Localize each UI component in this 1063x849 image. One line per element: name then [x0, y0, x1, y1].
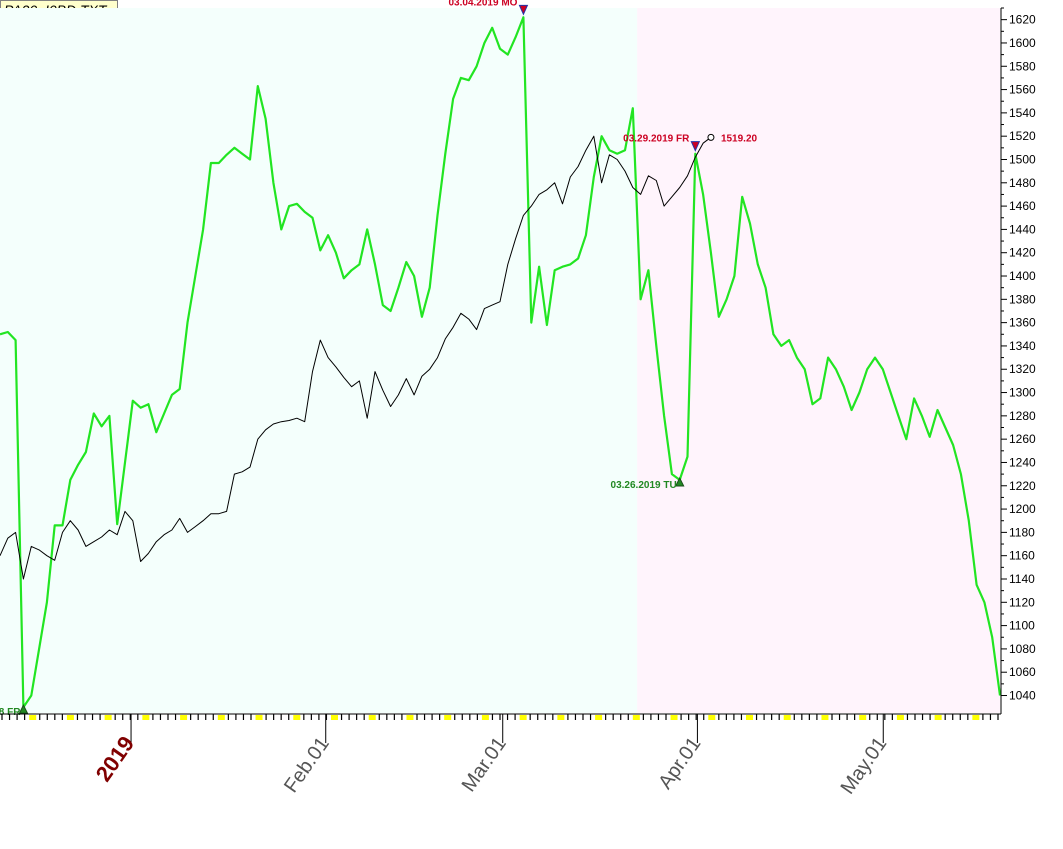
x-weekend-marker [255, 715, 263, 720]
y-tick-label: 1080 [1009, 642, 1036, 656]
x-year-label: 2019 [91, 732, 140, 786]
x-weekend-marker [29, 715, 37, 720]
y-tick-label: 1380 [1009, 292, 1036, 306]
y-tick-label: 1040 [1009, 689, 1036, 703]
low-annotation-label: 03.26.2019 TU [611, 480, 677, 491]
x-weekend-marker [670, 715, 678, 720]
x-weekend-marker [444, 715, 452, 720]
x-axis-labels: 2019 Feb.01 Mar.01 Apr.01 May.01 [91, 714, 892, 798]
y-axis[interactable]: 1040 1060 1080 1100 1120 1140 1160 1180 1200 1220… [1001, 7, 1036, 703]
x-weekend-marker [746, 715, 753, 720]
y-tick-label: 1360 [1009, 316, 1036, 330]
y-tick-label: 1440 [1009, 222, 1036, 236]
low-marker-icon [674, 476, 685, 487]
y-tick-label: 1220 [1009, 479, 1036, 493]
x-weekend-marker [180, 715, 188, 720]
x-weekend-marker [66, 715, 74, 720]
x-weekend-marker [708, 715, 716, 720]
y-tick-label: 1260 [1009, 432, 1036, 446]
y-tick-label: 1520 [1009, 129, 1036, 143]
price-series-line [0, 16, 1002, 709]
shade-region-after [637, 8, 1000, 713]
y-tick-label: 1580 [1009, 59, 1036, 73]
y-tick-label: 1120 [1009, 595, 1035, 609]
x-weekend-marker [142, 715, 150, 720]
low-annotation-label: 8 FR [0, 707, 21, 718]
x-month-label: Apr.01 [654, 733, 705, 793]
x-axis-ticks [1, 714, 999, 720]
high-annotation-label: 03.29.2019 FR [623, 134, 690, 145]
high-marker-icon [518, 4, 529, 16]
x-weekend-marker [406, 715, 414, 720]
x-weekend-marker [972, 715, 980, 720]
high-marker-icon [690, 141, 701, 152]
y-tick-label: 1320 [1009, 362, 1036, 376]
y-tick-label: 1620 [1009, 13, 1036, 27]
y-tick-label: 1560 [1009, 83, 1036, 97]
x-month-label: Feb.01 [280, 733, 334, 797]
last-value-label: 1519.20 [721, 133, 758, 144]
y-tick-label: 1200 [1009, 502, 1036, 516]
low-marker-icon [18, 704, 29, 714]
y-tick-label: 1060 [1009, 665, 1036, 679]
y-tick-label: 1180 [1009, 525, 1035, 539]
y-tick-label: 1100 [1009, 619, 1035, 633]
y-tick-label: 1460 [1009, 199, 1036, 213]
x-weekend-marker [896, 715, 904, 720]
y-tick-label: 1160 [1009, 549, 1035, 563]
y-tick-label: 1340 [1009, 339, 1036, 353]
y-tick-label: 1400 [1009, 269, 1036, 283]
x-weekend-marker [481, 715, 489, 720]
y-tick-label: 1500 [1009, 152, 1036, 166]
y-tick-label: 1280 [1009, 409, 1036, 423]
y-tick-label: 1300 [1009, 386, 1036, 400]
y-tick-label: 1240 [1009, 455, 1036, 469]
x-month-label: May.01 [837, 733, 892, 798]
x-weekend-marker [859, 715, 867, 720]
y-tick-label: 1600 [1009, 36, 1036, 50]
x-weekend-marker [632, 715, 640, 720]
x-weekend-marker [368, 715, 376, 720]
x-weekend-marker [217, 715, 225, 720]
x-weekend-marker [519, 715, 527, 720]
y-tick-label: 1540 [1009, 106, 1036, 120]
x-weekend-marker [104, 715, 112, 720]
y-tick-label: 1420 [1009, 246, 1036, 260]
x-weekend-marker [293, 715, 301, 720]
x-weekend-marker [783, 715, 791, 720]
x-weekend-marker [557, 715, 565, 720]
x-weekend-marker [934, 715, 942, 720]
shade-region-before [0, 8, 638, 713]
annotation-layer: 03.04.2019 MO 03.29.2019 FR 03.26.2019 TU 8… [0, 0, 758, 718]
series-layer [0, 16, 1002, 709]
x-weekend-marker [331, 715, 338, 720]
high-annotation-label: 03.04.2019 MO [449, 0, 518, 8]
x-weekend-marker [821, 715, 829, 720]
x-month-label: Mar.01 [458, 733, 511, 796]
x-weekend-marker [595, 715, 603, 720]
second-series-line [0, 135, 712, 580]
last-value-marker [707, 133, 715, 141]
y-tick-label: 1480 [1009, 176, 1036, 190]
y-tick-label: 1140 [1009, 572, 1035, 586]
